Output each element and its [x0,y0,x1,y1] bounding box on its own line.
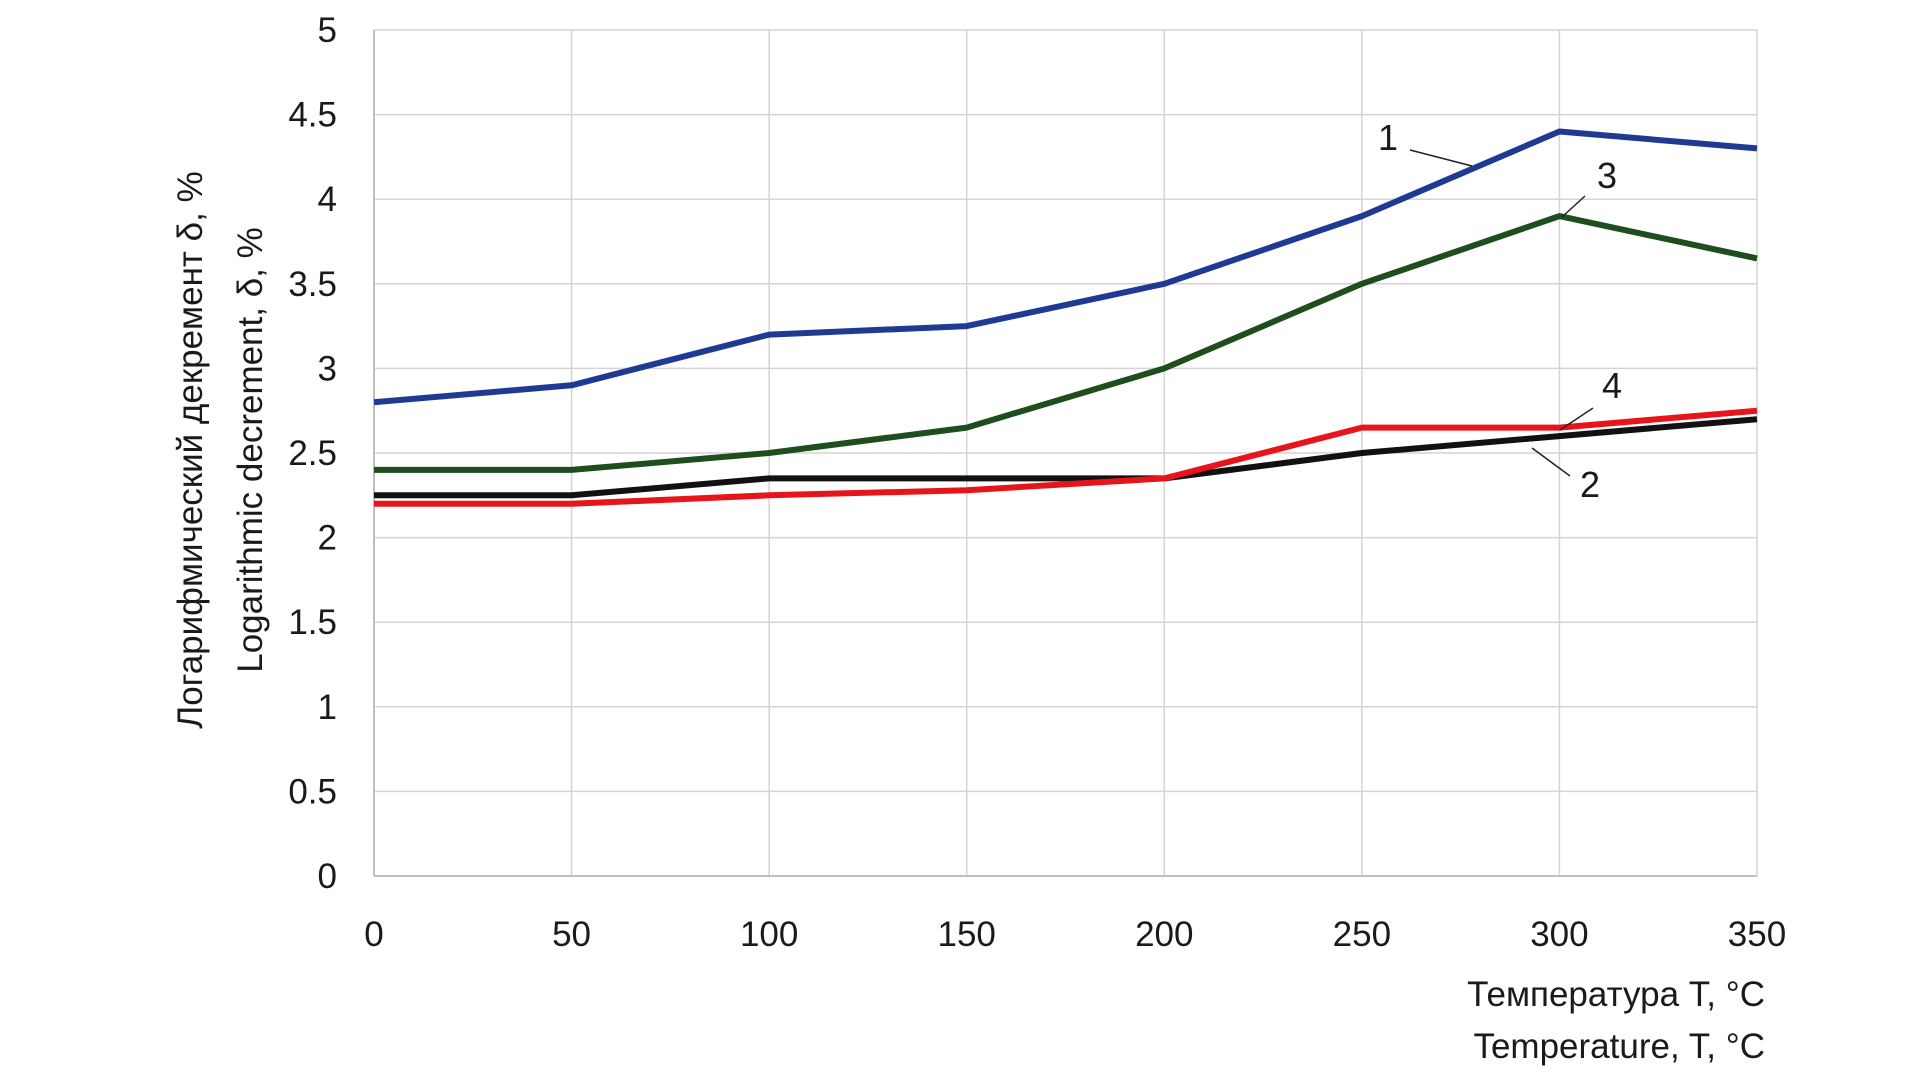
y-axis-title-ru: Логарифмический декремент δ, % [171,171,210,728]
y-tick-label: 5 [318,11,337,50]
x-tick-label: 200 [1135,915,1193,954]
series-4-leader-line [1559,407,1594,431]
x-tick-label: 100 [740,915,798,954]
series-3-label: 3 [1597,155,1617,196]
x-tick-label: 50 [552,915,591,954]
y-tick-label: 4 [318,180,337,219]
series-1-leader-line [1409,149,1473,167]
series-3-line [374,213,1758,473]
axes [373,30,1757,877]
x-tick-label: 0 [364,915,383,954]
x-tick-label: 350 [1728,915,1786,954]
y-tick-label: 3.5 [288,265,337,304]
y-axis-title-en: Logarithmic decrement, δ, % [231,227,270,673]
x-axis-title-ru: Температура T, °C [1467,975,1765,1014]
x-tick-label: 150 [938,915,996,954]
y-tick-label: 3 [318,349,337,388]
series-3-leader-line [1561,195,1586,218]
y-tick-label: 1 [318,688,337,727]
y-tick-label: 2 [318,519,337,558]
series-lines [373,128,1758,507]
series-2-leader-line [1531,447,1571,477]
series-2-label: 2 [1580,464,1600,505]
y-tick-label: 0.5 [288,772,337,811]
tick-labels: 00.511.522.533.544.550 50 100 150 200 250 300 3… [288,11,1786,954]
x-tick-label: 250 [1333,915,1391,954]
y-tick-label: 1.5 [288,603,337,642]
series-4-line [374,407,1758,507]
series-4-label: 4 [1602,365,1622,406]
series-1-line [373,128,1758,406]
series-1-label: 1 [1378,117,1398,158]
x-tick-label: 300 [1530,915,1588,954]
curve-labels: 1 3 2 4 [1378,117,1622,505]
y-tick-label: 4.5 [288,96,337,135]
y-tick-label: 0 [318,857,337,896]
grid-lines [374,29,1758,876]
x-axis-title-en: Temperature, T, °C [1473,1027,1765,1066]
series-2-line [374,416,1758,499]
y-tick-label: 2.5 [288,434,337,473]
